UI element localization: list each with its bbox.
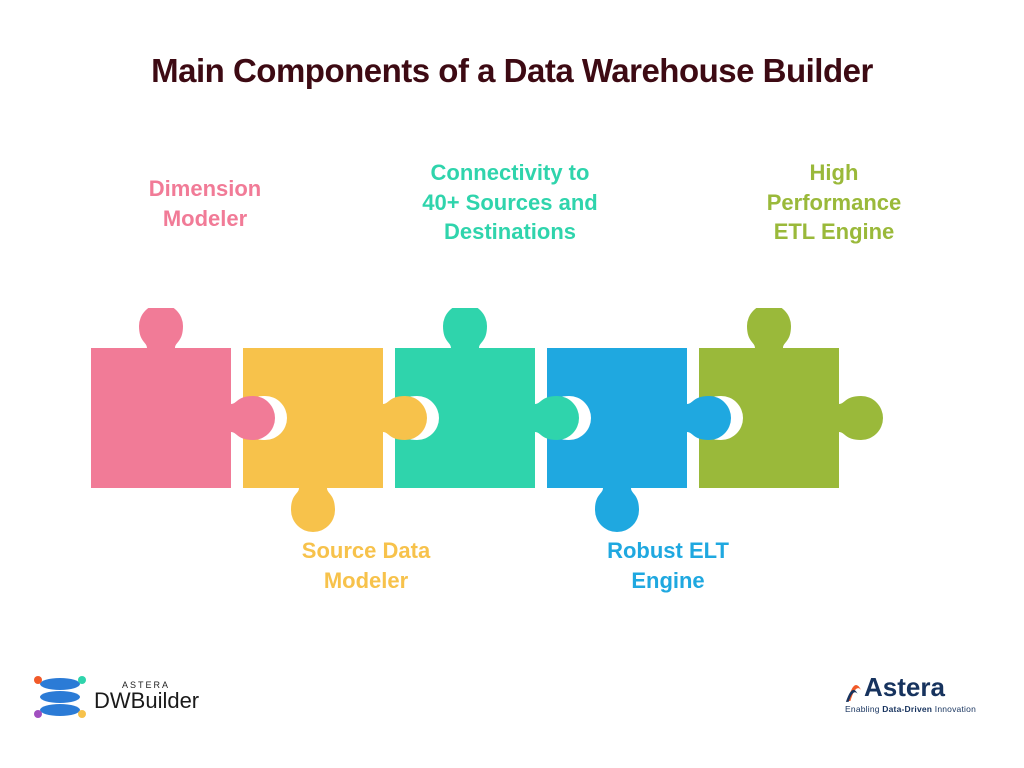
dwbuilder-icon	[36, 674, 84, 720]
puzzle-svg	[91, 308, 971, 548]
label-etl-engine: High Performance ETL Engine	[734, 158, 934, 247]
puzzle-row	[91, 308, 971, 553]
astera-brand: Astera	[845, 672, 976, 703]
dwbuilder-text: ASTERA DWBuilder	[94, 680, 199, 714]
dwbuilder-logo: ASTERA DWBuilder	[36, 674, 199, 720]
dwbuilder-title: DWBuilder	[94, 688, 199, 714]
infographic-stage: Main Components of a Data Warehouse Buil…	[0, 0, 1024, 768]
label-dimension-modeler: Dimension Modeler	[105, 174, 305, 233]
astera-logo: Astera Enabling Data-Driven Innovation	[845, 672, 976, 714]
page-title: Main Components of a Data Warehouse Buil…	[0, 52, 1024, 90]
astera-tagline: Enabling Data-Driven Innovation	[845, 704, 976, 714]
astera-swoosh-icon	[845, 681, 863, 703]
puzzle-piece-4	[699, 308, 883, 488]
label-connectivity: Connectivity to 40+ Sources and Destinat…	[380, 158, 640, 247]
